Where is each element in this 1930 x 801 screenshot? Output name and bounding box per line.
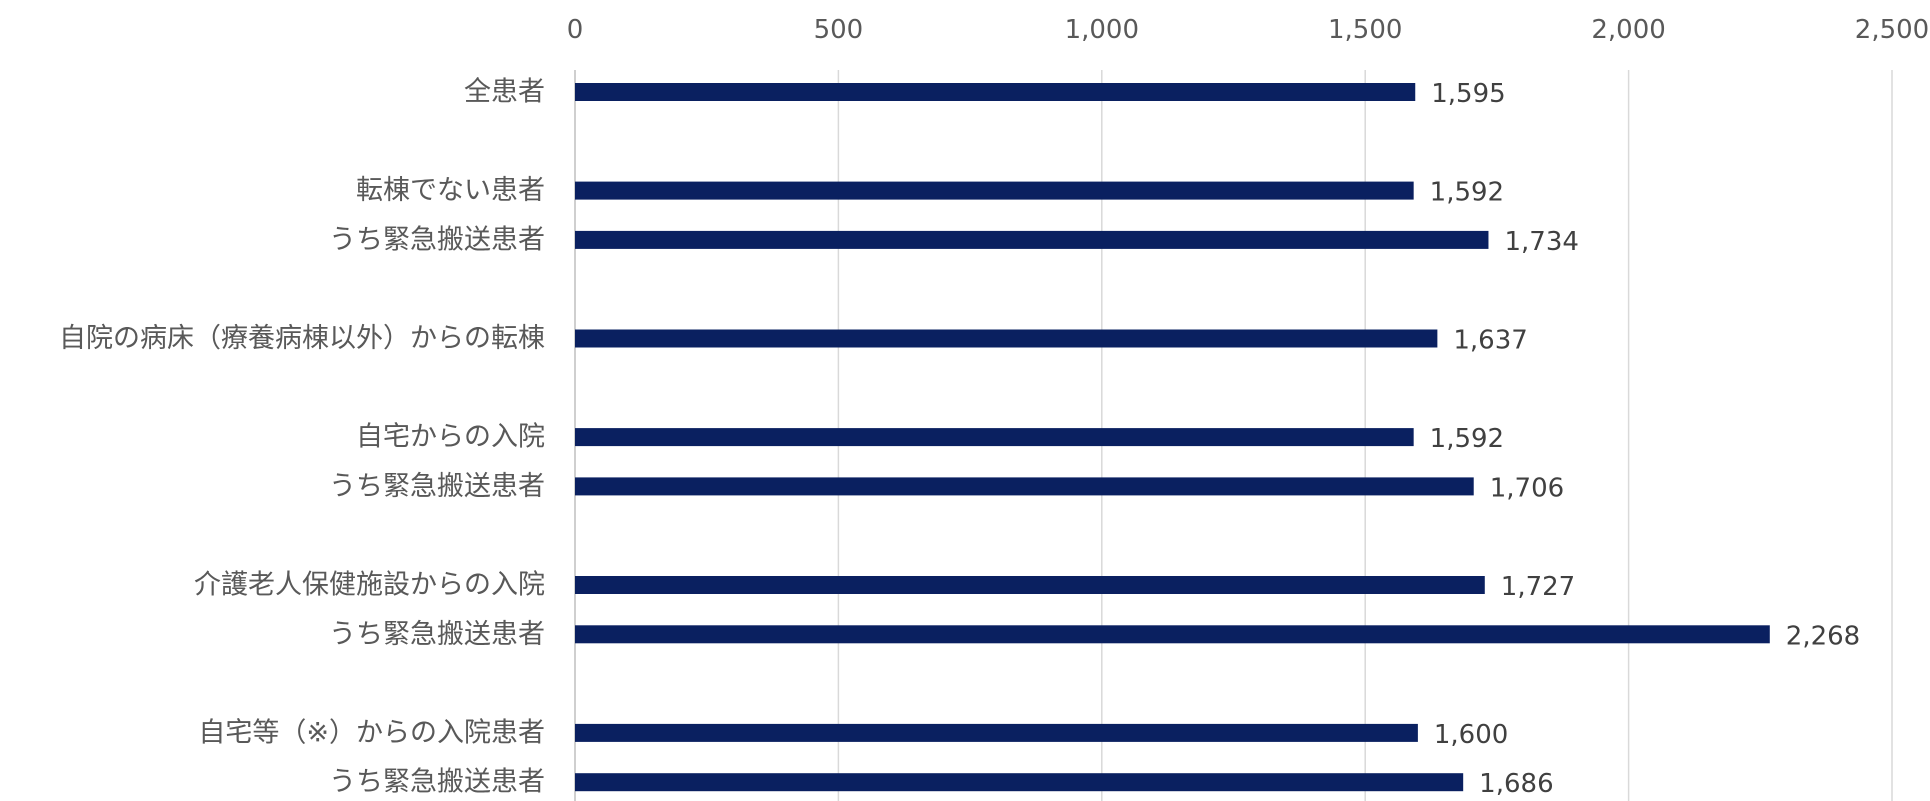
bar: [575, 83, 1416, 101]
category-label: 全患者: [464, 77, 545, 108]
data-label: 1,600: [1434, 720, 1508, 750]
x-axis-ticks: 0 500 1,000 1,500 2,000 2,500: [567, 15, 1929, 45]
category-labels: 全患者転棟でない患者うち緊急搬送患者自院の病床（療養病棟以外）からの転棟自宅から…: [59, 77, 545, 798]
data-label: 1,637: [1453, 326, 1527, 356]
data-label: 1,734: [1504, 227, 1578, 257]
x-tick-label: 2,000: [1591, 15, 1665, 45]
x-tick-label: 500: [814, 15, 864, 45]
category-label: うち緊急搬送患者: [329, 767, 545, 798]
x-tick-label: 2,500: [1855, 15, 1929, 45]
category-label: 自院の病床（療養病棟以外）からの転棟: [59, 323, 545, 354]
category-label: 介護老人保健施設からの入院: [194, 570, 545, 601]
data-label: 1,595: [1431, 79, 1505, 109]
bar: [575, 625, 1770, 644]
category-label: うち緊急搬送患者: [329, 619, 545, 650]
category-label: うち緊急搬送患者: [329, 224, 545, 255]
bar: [575, 773, 1464, 792]
bar: [575, 477, 1474, 496]
category-label: 自宅等（※）からの入院患者: [198, 717, 545, 748]
category-label: うち緊急搬送患者: [329, 471, 545, 502]
bar: [575, 181, 1414, 200]
data-label: 1,592: [1430, 424, 1504, 454]
data-label: 1,727: [1501, 572, 1575, 602]
category-label: 自宅からの入院: [356, 422, 545, 453]
bar: [575, 723, 1418, 742]
bar: [575, 576, 1485, 594]
data-label: 1,686: [1479, 769, 1553, 799]
bar: [575, 230, 1489, 249]
bar: [575, 329, 1438, 348]
data-label: 2,268: [1786, 621, 1860, 651]
data-labels: 1,5951,5921,7341,6371,5921,7061,7272,268…: [1430, 79, 1861, 799]
data-label: 1,592: [1430, 178, 1504, 208]
x-tick-label: 1,500: [1328, 15, 1402, 45]
bars: [575, 83, 1770, 792]
x-tick-label: 1,000: [1065, 15, 1139, 45]
data-label: 1,706: [1490, 473, 1564, 503]
x-tick-label: 0: [567, 15, 584, 45]
bar: [575, 428, 1414, 447]
category-label: 転棟でない患者: [356, 175, 545, 206]
